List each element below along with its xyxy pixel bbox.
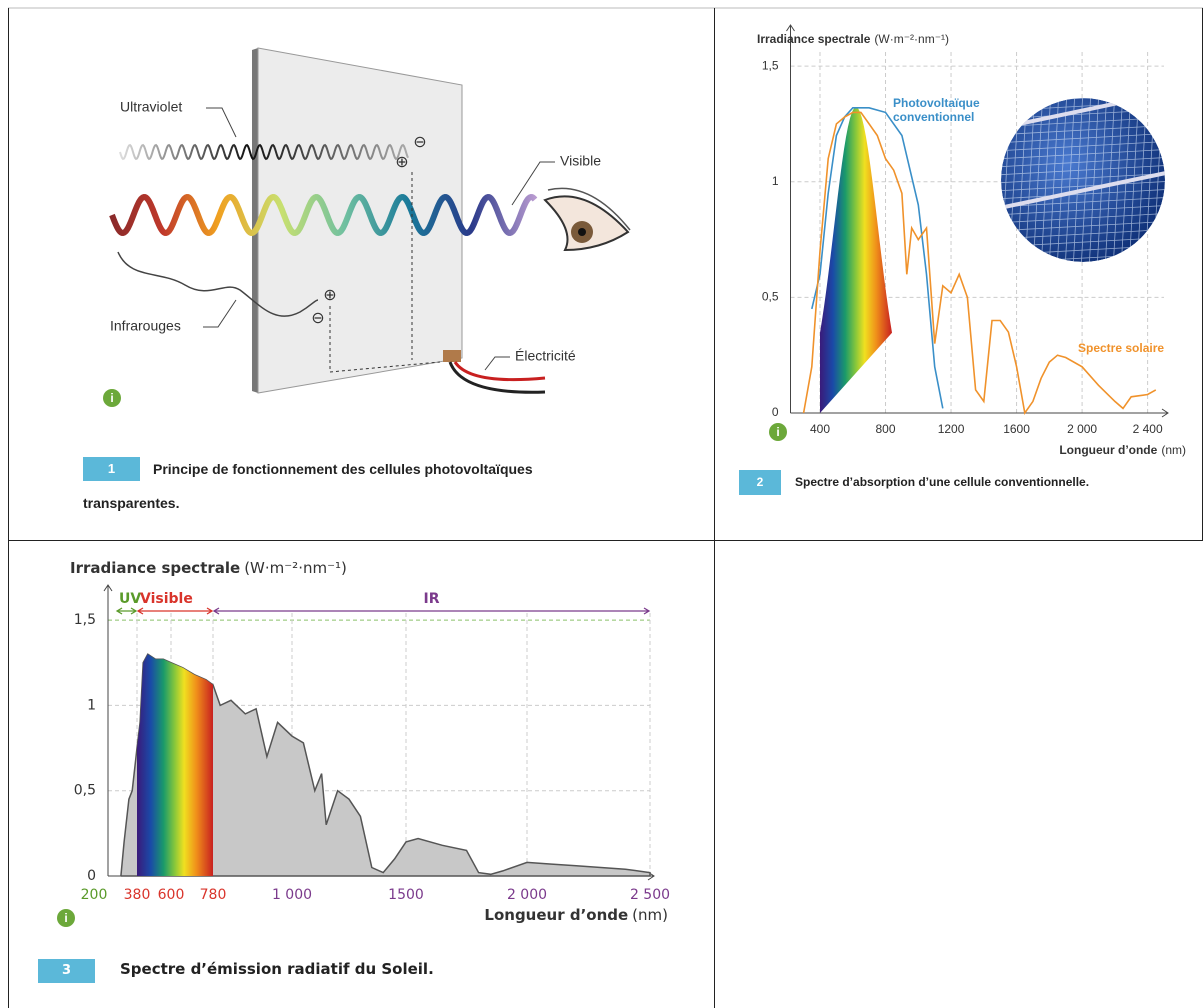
band-label: Visible [140, 591, 193, 607]
connector [443, 350, 461, 362]
x-tick-label: 200 [81, 887, 108, 903]
x-axis-title: Longueur d’onde(nm) [484, 906, 668, 924]
y-tick-label: 1 [772, 174, 779, 188]
x-tick-label: 600 [158, 887, 185, 903]
caption-text: Spectre d’absorption d’une cellule conve… [795, 475, 1089, 489]
caption-text: Spectre d’émission radiatif du Soleil. [120, 960, 434, 978]
series-label-text: Photovoltaïque conventionnel [893, 96, 993, 124]
visible-spectrum [137, 593, 213, 876]
charge: ⊕ [395, 154, 408, 171]
chart-3: 0 0,5 1 1,5 200 380 600 780 1 000 1500 2 000 2 500 I… [70, 559, 670, 924]
x-axis-unit: (nm) [632, 906, 668, 924]
x-tick-label: 400 [810, 422, 830, 436]
x-axis-title-text: Longueur d’onde [1059, 443, 1157, 457]
info-icon-text: i [776, 425, 779, 439]
charge: ⊖ [311, 310, 324, 327]
eye [545, 188, 630, 250]
y-tick-label: 0,5 [762, 290, 779, 304]
band-arrow [117, 608, 136, 614]
y-tick-label: 0 [87, 868, 96, 884]
axis [787, 25, 795, 413]
caption-number: 1 [83, 457, 140, 481]
x-axis-title-text: Longueur d’onde [484, 906, 628, 924]
solar-panel-photo [985, 85, 1180, 279]
x-tick-label: 2 000 [507, 887, 547, 903]
label: Infrarouges [110, 318, 181, 334]
band-label: IR [424, 591, 440, 607]
label: Électricité [515, 348, 576, 364]
wire [455, 362, 545, 380]
x-axis-unit: (nm) [1161, 443, 1186, 457]
y-axis-unit: (W·m⁻²·nm⁻¹) [874, 32, 949, 46]
x-tick-label: 1 000 [272, 887, 312, 903]
x-tick-label: 1200 [938, 422, 965, 436]
photo-grid [1169, 90, 1179, 270]
info-icon-text: i [110, 391, 113, 405]
x-tick-label: 800 [875, 422, 895, 436]
y-axis-unit: (W·m⁻²·nm⁻¹) [244, 559, 347, 577]
y-axis-title: Irradiance spectrale(W·m⁻²·nm⁻¹) [70, 559, 347, 577]
series-label: Spectre solaire [1078, 341, 1164, 355]
x-tick-label: 1600 [1003, 422, 1030, 436]
y-tick-label: 1,5 [762, 58, 779, 72]
figure-1: Ultraviolet Visible Infrarouges Électric… [110, 48, 630, 393]
caption-number: 3 [38, 959, 95, 983]
y-tick-label: 0 [772, 405, 779, 419]
wire [450, 362, 545, 392]
x-axis-title: Longueur d’onde (nm) [1059, 443, 1186, 457]
x-tick-label: 2 000 [1067, 422, 1097, 436]
page: Ultraviolet Visible Infrarouges Électric… [0, 0, 1203, 1008]
y-tick-label: 1,5 [74, 612, 96, 628]
y-axis-title-text: Irradiance spectrale [757, 32, 871, 46]
x-tick-label: 780 [200, 887, 227, 903]
x-tick-label: 2 500 [630, 887, 670, 903]
charge: ⊖ [413, 134, 426, 151]
y-axis-title: Irradiance spectrale(W·m⁻²·nm⁻¹) [757, 32, 949, 46]
band-arrow [138, 608, 212, 614]
axis [791, 409, 1169, 417]
x-tick-label: 2 400 [1133, 422, 1163, 436]
band-arrow [214, 608, 649, 614]
y-axis-title-text: Irradiance spectrale [70, 559, 240, 577]
band-label: UV [119, 591, 141, 607]
label: Ultraviolet [120, 99, 182, 115]
series-label: Photovoltaïque conventionnel [893, 96, 1008, 130]
caption-3: 3 Spectre d’émission radiatif du Soleil. [38, 957, 434, 983]
info-icon-text: i [64, 911, 67, 925]
y-tick-label: 1 [87, 697, 96, 713]
x-tick-label: 380 [124, 887, 151, 903]
caption-2: 2 Spectre d’absorption d’une cellule conv… [739, 470, 1089, 495]
y-tick-label: 0,5 [74, 783, 96, 799]
charge: ⊕ [323, 287, 336, 304]
label: Visible [560, 153, 601, 169]
x-tick-label: 1500 [388, 887, 424, 903]
absorption-peak [820, 107, 892, 413]
caption-text: Principe de fonctionnement des cellules … [83, 461, 533, 511]
caption-number: 2 [739, 470, 781, 495]
panel-edge [252, 48, 258, 393]
axis [104, 585, 112, 876]
